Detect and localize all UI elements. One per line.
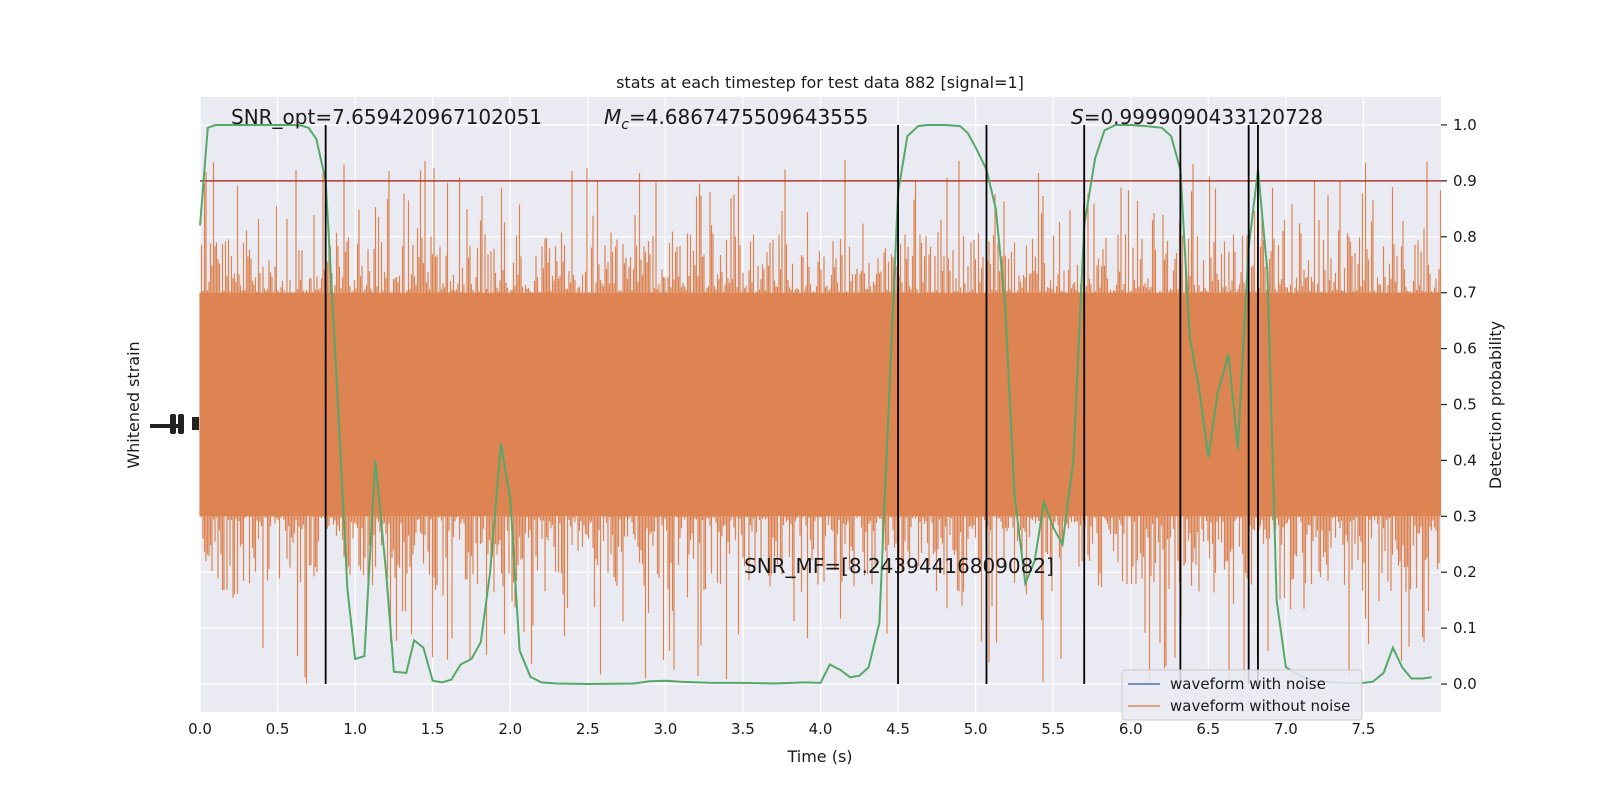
- y2-tick-label: 0.7: [1453, 284, 1477, 302]
- y2-tick-label: 0.3: [1453, 507, 1477, 525]
- x-tick-label: 0.0: [188, 720, 212, 738]
- waveform-spikes: [199, 159, 1442, 684]
- y2-tick-label: 0.4: [1453, 451, 1477, 469]
- x-tick-label: 3.0: [653, 720, 677, 738]
- snr-opt-annotation: SNR_opt=7.659420967102051: [231, 105, 542, 129]
- y2-tick-label: 0.9: [1453, 172, 1477, 190]
- x-tick-label: 5.0: [964, 720, 988, 738]
- legend-label-with-noise: waveform with noise: [1170, 675, 1326, 693]
- left-axis-collapsed-ticks: [150, 414, 199, 434]
- x-tick-label: 3.5: [731, 720, 755, 738]
- x-tick-label: 2.0: [498, 720, 522, 738]
- x-axis-label: Time (s): [786, 747, 852, 766]
- x-tick-label: 2.5: [576, 720, 600, 738]
- x-tick-label: 1.5: [421, 720, 445, 738]
- x-tick-label: 7.0: [1274, 720, 1298, 738]
- chart-title: stats at each timestep for test data 882…: [616, 73, 1024, 92]
- x-tick-label: 5.5: [1041, 720, 1065, 738]
- chirp-mass-annotation: Mc=4.6867475509643555: [604, 105, 868, 133]
- y2-tick-label: 0.1: [1453, 619, 1477, 637]
- x-tick-label: 1.0: [343, 720, 367, 738]
- x-axis-ticks: 0.0 0.5 1.0 1.5 2.0 2.5 3.0 3.5 4.0 4.5 5.0 5.5 6.0 6…: [188, 720, 1375, 738]
- x-tick-label: 4.5: [886, 720, 910, 738]
- x-tick-label: 6.0: [1119, 720, 1143, 738]
- y2-tick-label: 0.2: [1453, 563, 1477, 581]
- x-tick-label: 4.0: [809, 720, 833, 738]
- legend-label-without-noise: waveform without noise: [1170, 697, 1350, 715]
- legend: waveform with noise waveform without noi…: [1121, 669, 1363, 721]
- y2-tick-label: 1.0: [1453, 116, 1477, 134]
- x-tick-label: 6.5: [1196, 720, 1220, 738]
- y2-tick-label: 0.8: [1453, 228, 1477, 246]
- y2-tick-label: 0.5: [1453, 396, 1477, 414]
- y2-axis-label: Detection probability: [1486, 321, 1505, 489]
- y2-tick-label: 0.0: [1453, 675, 1477, 693]
- x-tick-label: 7.5: [1352, 720, 1376, 738]
- legend-box: [1121, 669, 1363, 721]
- y2-axis-ticks: 0.0 0.1 0.2 0.3 0.4 0.5 0.6 0.7 0.8 0.9 1.0: [1441, 116, 1477, 693]
- s-annotation: S=0.9999090433120728: [1071, 105, 1323, 129]
- x-tick-label: 0.5: [266, 720, 290, 738]
- vertical-markers: [324, 124, 1259, 685]
- y2-tick-label: 0.6: [1453, 340, 1477, 358]
- y-axis-label: Whitened strain: [124, 341, 143, 468]
- snr-mf-annotation: SNR_MF=[8.24394416809082]: [744, 554, 1054, 578]
